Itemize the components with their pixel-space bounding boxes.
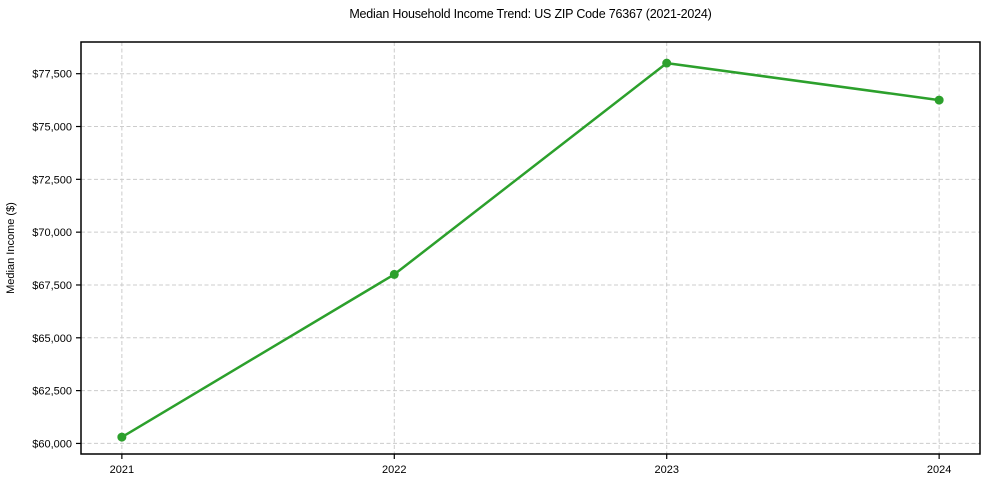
data-point-2024 xyxy=(934,95,944,105)
data-point-2022 xyxy=(389,269,399,279)
trend-line xyxy=(120,61,941,439)
x-tick-label: 2024 xyxy=(927,464,951,476)
chart-title: Median Household Income Trend: US ZIP Co… xyxy=(349,7,712,21)
x-tick-label: 2021 xyxy=(110,464,134,476)
plot-border xyxy=(80,41,981,455)
y-tick-label: $75,000 xyxy=(32,122,72,134)
x-tick-label: 2022 xyxy=(382,464,406,476)
y-tick-label: $67,500 xyxy=(32,280,72,292)
y-tick-label: $65,000 xyxy=(32,333,72,345)
y-axis-label: Median Income ($) xyxy=(5,202,17,294)
y-tick-label: $70,000 xyxy=(32,227,72,239)
y-tick-label: $62,500 xyxy=(32,386,72,398)
y-tick-label: $60,000 xyxy=(32,438,72,450)
y-tick-label: $72,500 xyxy=(32,174,72,186)
y-tick-label: $77,500 xyxy=(32,69,72,81)
data-point-2023 xyxy=(662,58,672,68)
x-tick-label: 2023 xyxy=(654,464,678,476)
data-point-2021 xyxy=(117,432,127,442)
